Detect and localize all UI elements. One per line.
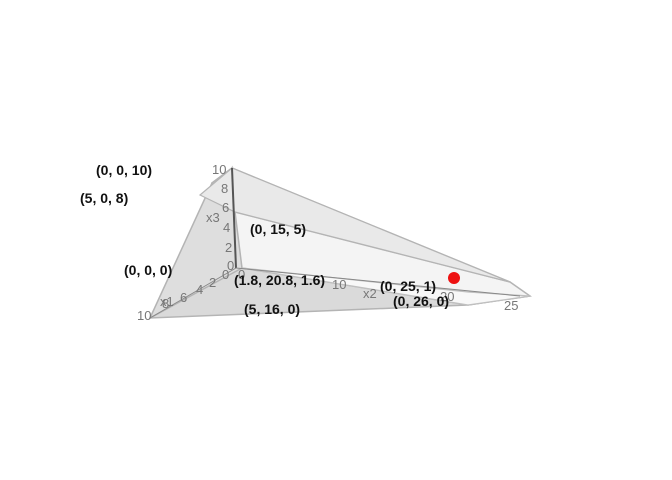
vertex-label: (5, 16, 0): [244, 301, 300, 317]
x1-tick-label: 8: [162, 296, 169, 311]
x3-axis-line: [231, 167, 237, 269]
vertex-label: (0, 26, 0): [393, 293, 449, 309]
x3-tick-label: 0: [227, 258, 234, 273]
vertex-labels: (0, 0, 10) (5, 0, 8) (0, 15, 5) (0, 0, 0…: [80, 162, 449, 317]
x3-tick-label: 4: [223, 220, 230, 235]
x3-tick-label: 10: [212, 162, 226, 177]
x3-ticks: 10 8 6 4 2 0 x3: [206, 162, 234, 273]
vertex-label: (0, 15, 5): [250, 221, 306, 237]
x3-tick-label: 2: [225, 240, 232, 255]
x1-tick-label: 4: [196, 282, 203, 297]
x2-axis-line: [235, 267, 521, 297]
x1-axis-title: x1: [160, 294, 174, 309]
vertex-label: (0, 0, 10): [96, 162, 152, 178]
vertex-label: (5, 0, 8): [80, 190, 128, 206]
x2-ticks: 0 10 20 25 x2: [238, 267, 518, 313]
highlight-point: [448, 272, 460, 284]
vertex-label: (0, 25, 1): [380, 278, 436, 294]
x3-tick-label: 8: [221, 181, 228, 196]
face-lower-strip: [241, 267, 531, 306]
x2-tick-label: 25: [504, 298, 518, 313]
x1-ticks: 10 8 6 4 2 0 x1: [137, 267, 229, 323]
vertex-label: (0, 0, 0): [124, 262, 172, 278]
x2-tick-label: 20: [440, 289, 454, 304]
x1-tick-label: 10: [137, 308, 151, 323]
x1-axis-line: [149, 267, 237, 319]
x2-axis-title: x2: [363, 286, 377, 301]
x2-tick-label: 10: [332, 277, 346, 292]
x3-tick-label: 6: [222, 200, 229, 215]
x2-tick-label: 0: [238, 267, 245, 282]
x1-tick-label: 0: [222, 267, 229, 282]
axes: [149, 167, 521, 319]
polytope-faces: [148, 165, 532, 320]
face-upper-strip: [198, 167, 511, 283]
vertex-label: (1.8, 20.8, 1.6): [234, 272, 325, 288]
x1-tick-label: 2: [209, 275, 216, 290]
x3-axis-title: x3: [206, 210, 220, 225]
x1-tick-label: 6: [180, 290, 187, 305]
